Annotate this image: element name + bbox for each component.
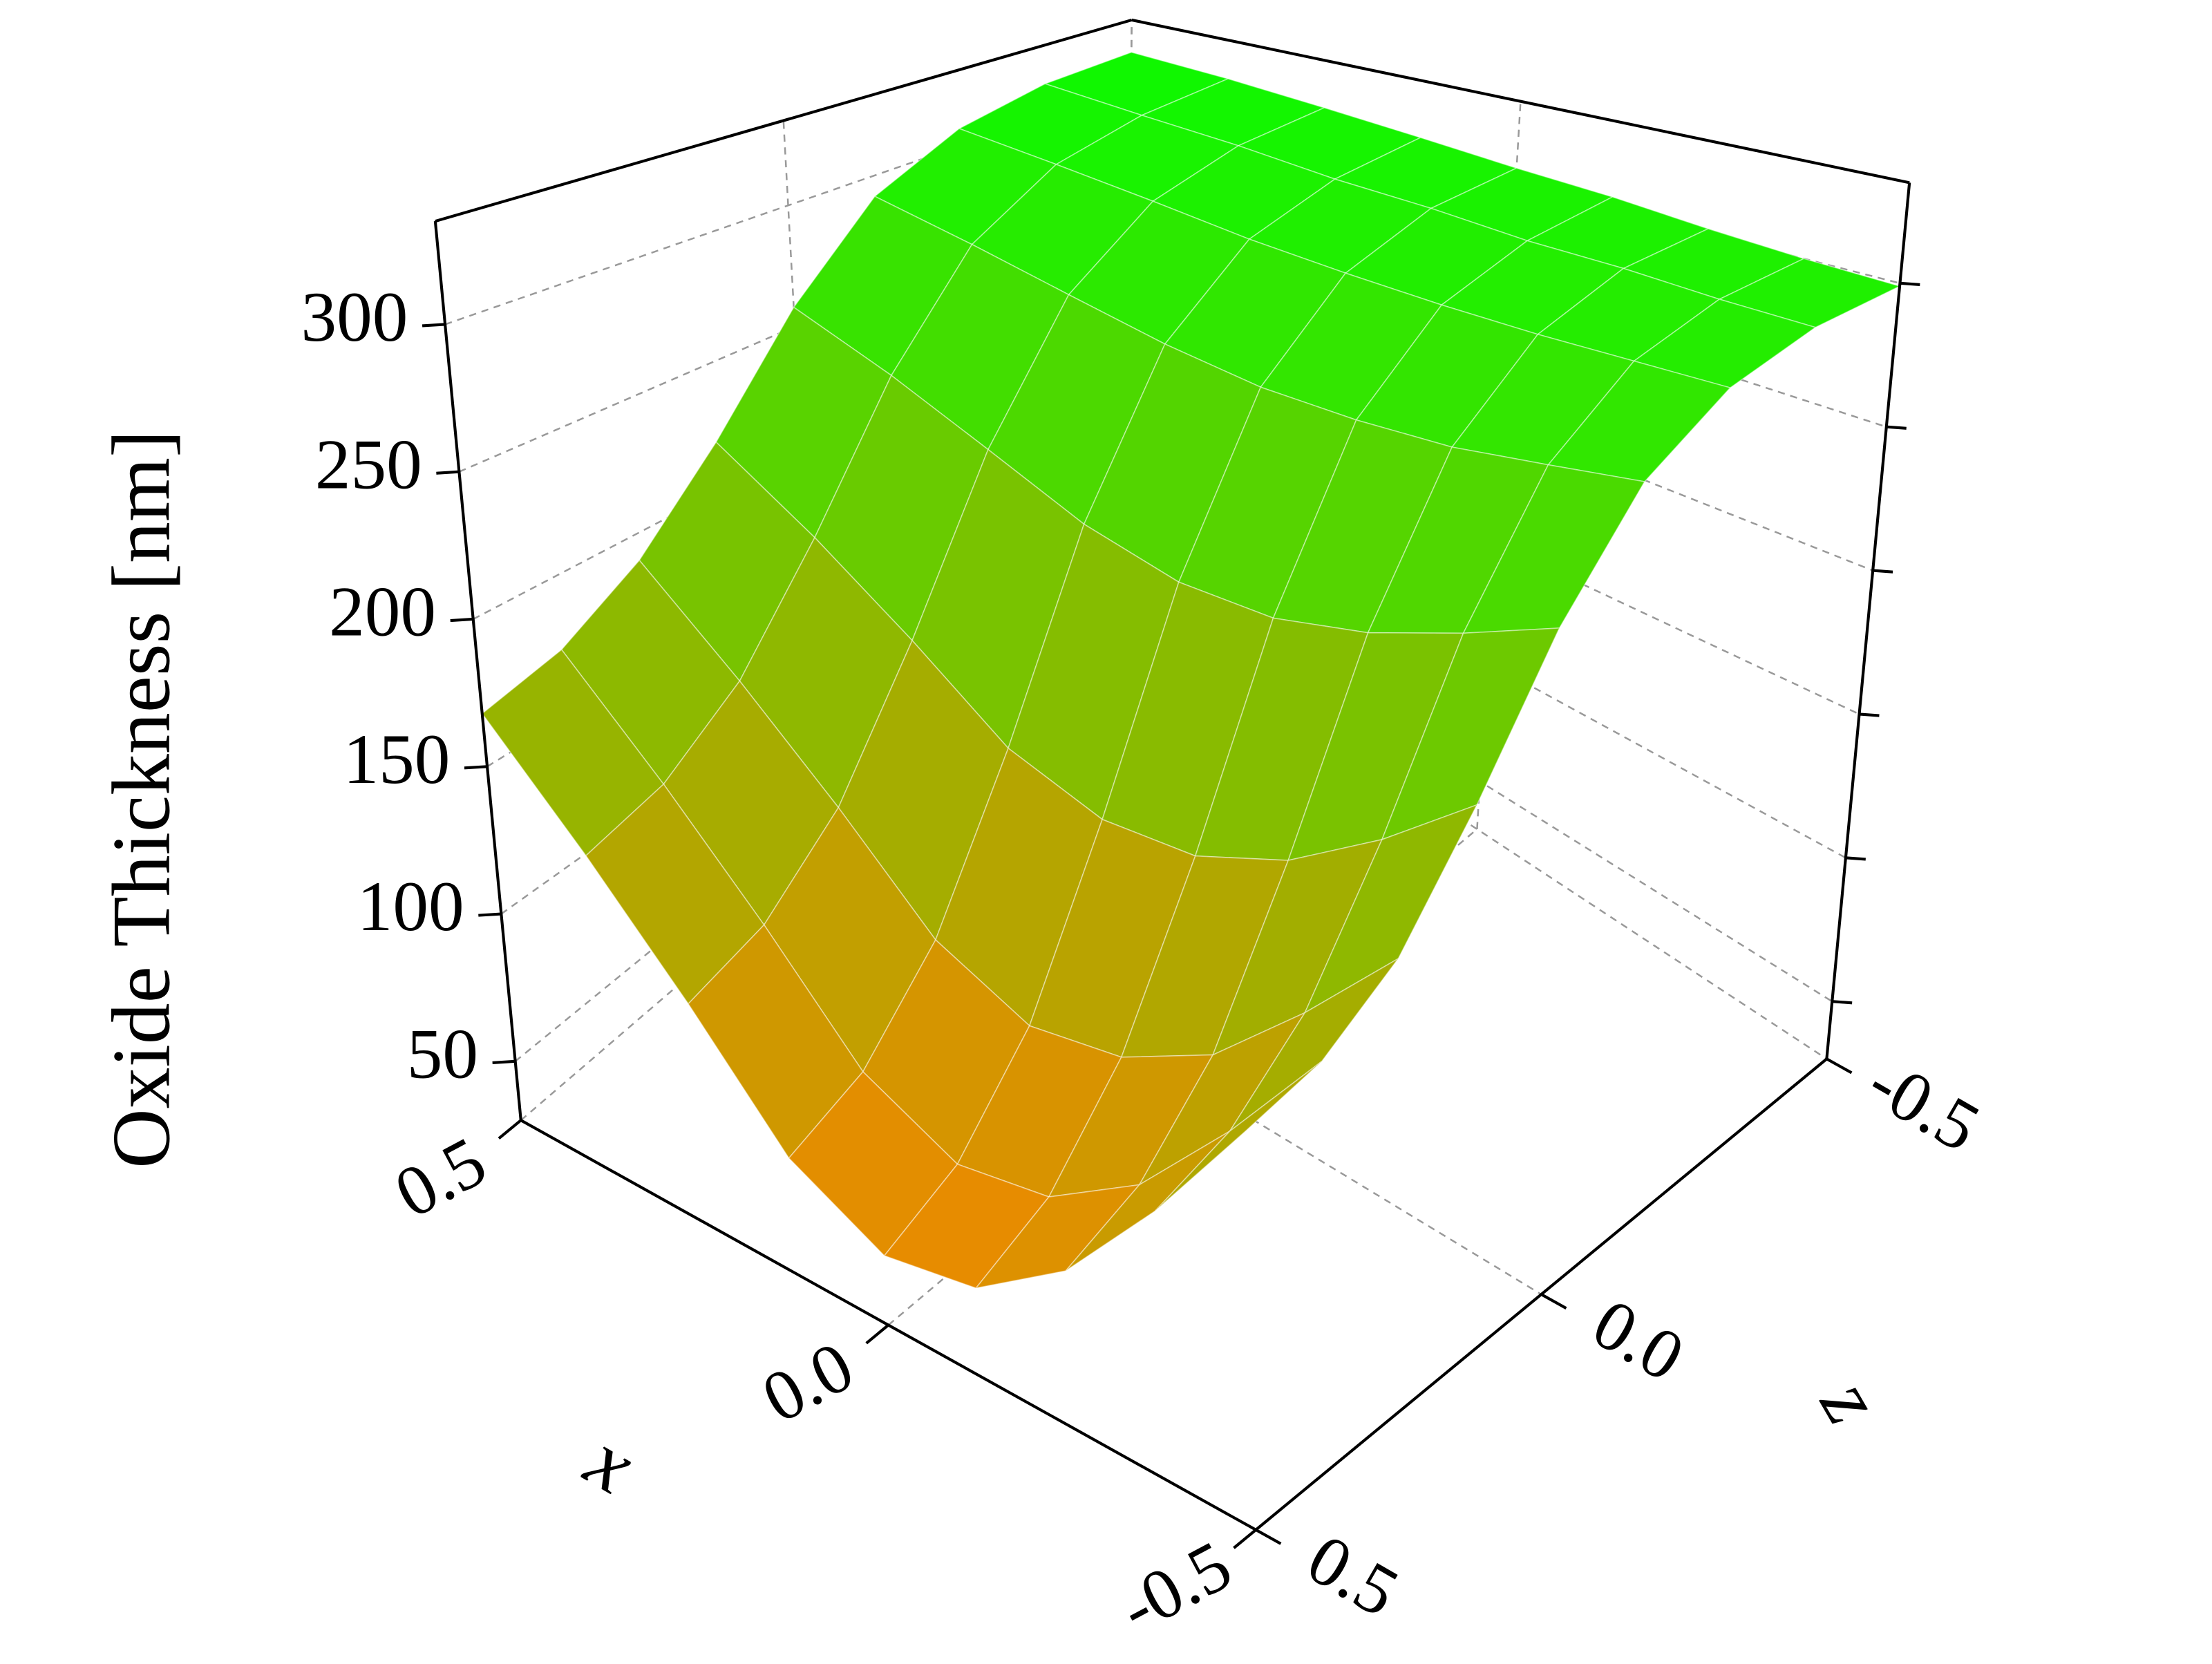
y-tick-label: 100 (357, 867, 464, 946)
y-tick (1886, 425, 1907, 430)
y-tick-label: 200 (329, 573, 436, 652)
axis-line (433, 220, 522, 1121)
y-tick (422, 323, 446, 328)
surface-patch (1155, 1061, 1323, 1211)
grid-line (1126, 598, 1828, 1060)
y-tick (1859, 712, 1880, 717)
z-tick (1540, 1293, 1567, 1310)
y-tick (1900, 281, 1920, 286)
x-tick (865, 1323, 889, 1345)
grid-line (1128, 465, 1846, 859)
y-tick (464, 765, 488, 770)
y-tick-label: 300 (301, 278, 408, 357)
y-tick (436, 470, 460, 475)
y-tick (1832, 1000, 1853, 1005)
z-tick (1826, 1057, 1853, 1075)
x-tick (1233, 1529, 1257, 1549)
surface-patch (788, 1070, 958, 1257)
y-tick (478, 912, 502, 917)
z-tick (1255, 1529, 1282, 1545)
y-tick (1873, 569, 1893, 574)
y-tick (492, 1059, 516, 1064)
y-tick (450, 617, 473, 623)
y-tick-label: 150 (343, 720, 450, 799)
axis-line (1131, 18, 1910, 185)
y-tick-label: 250 (315, 425, 422, 504)
axis-line (1825, 182, 1911, 1059)
y-tick (1845, 856, 1866, 861)
surface-patch (687, 924, 864, 1160)
x-tick (498, 1119, 522, 1140)
grid-line (782, 120, 825, 860)
y-tick-label: 50 (407, 1015, 478, 1094)
y-axis-label: Oxide Thickness [nm] (95, 430, 187, 1169)
surface (481, 51, 1902, 1289)
grid-line (823, 859, 1542, 1296)
axis-line (435, 18, 1133, 223)
